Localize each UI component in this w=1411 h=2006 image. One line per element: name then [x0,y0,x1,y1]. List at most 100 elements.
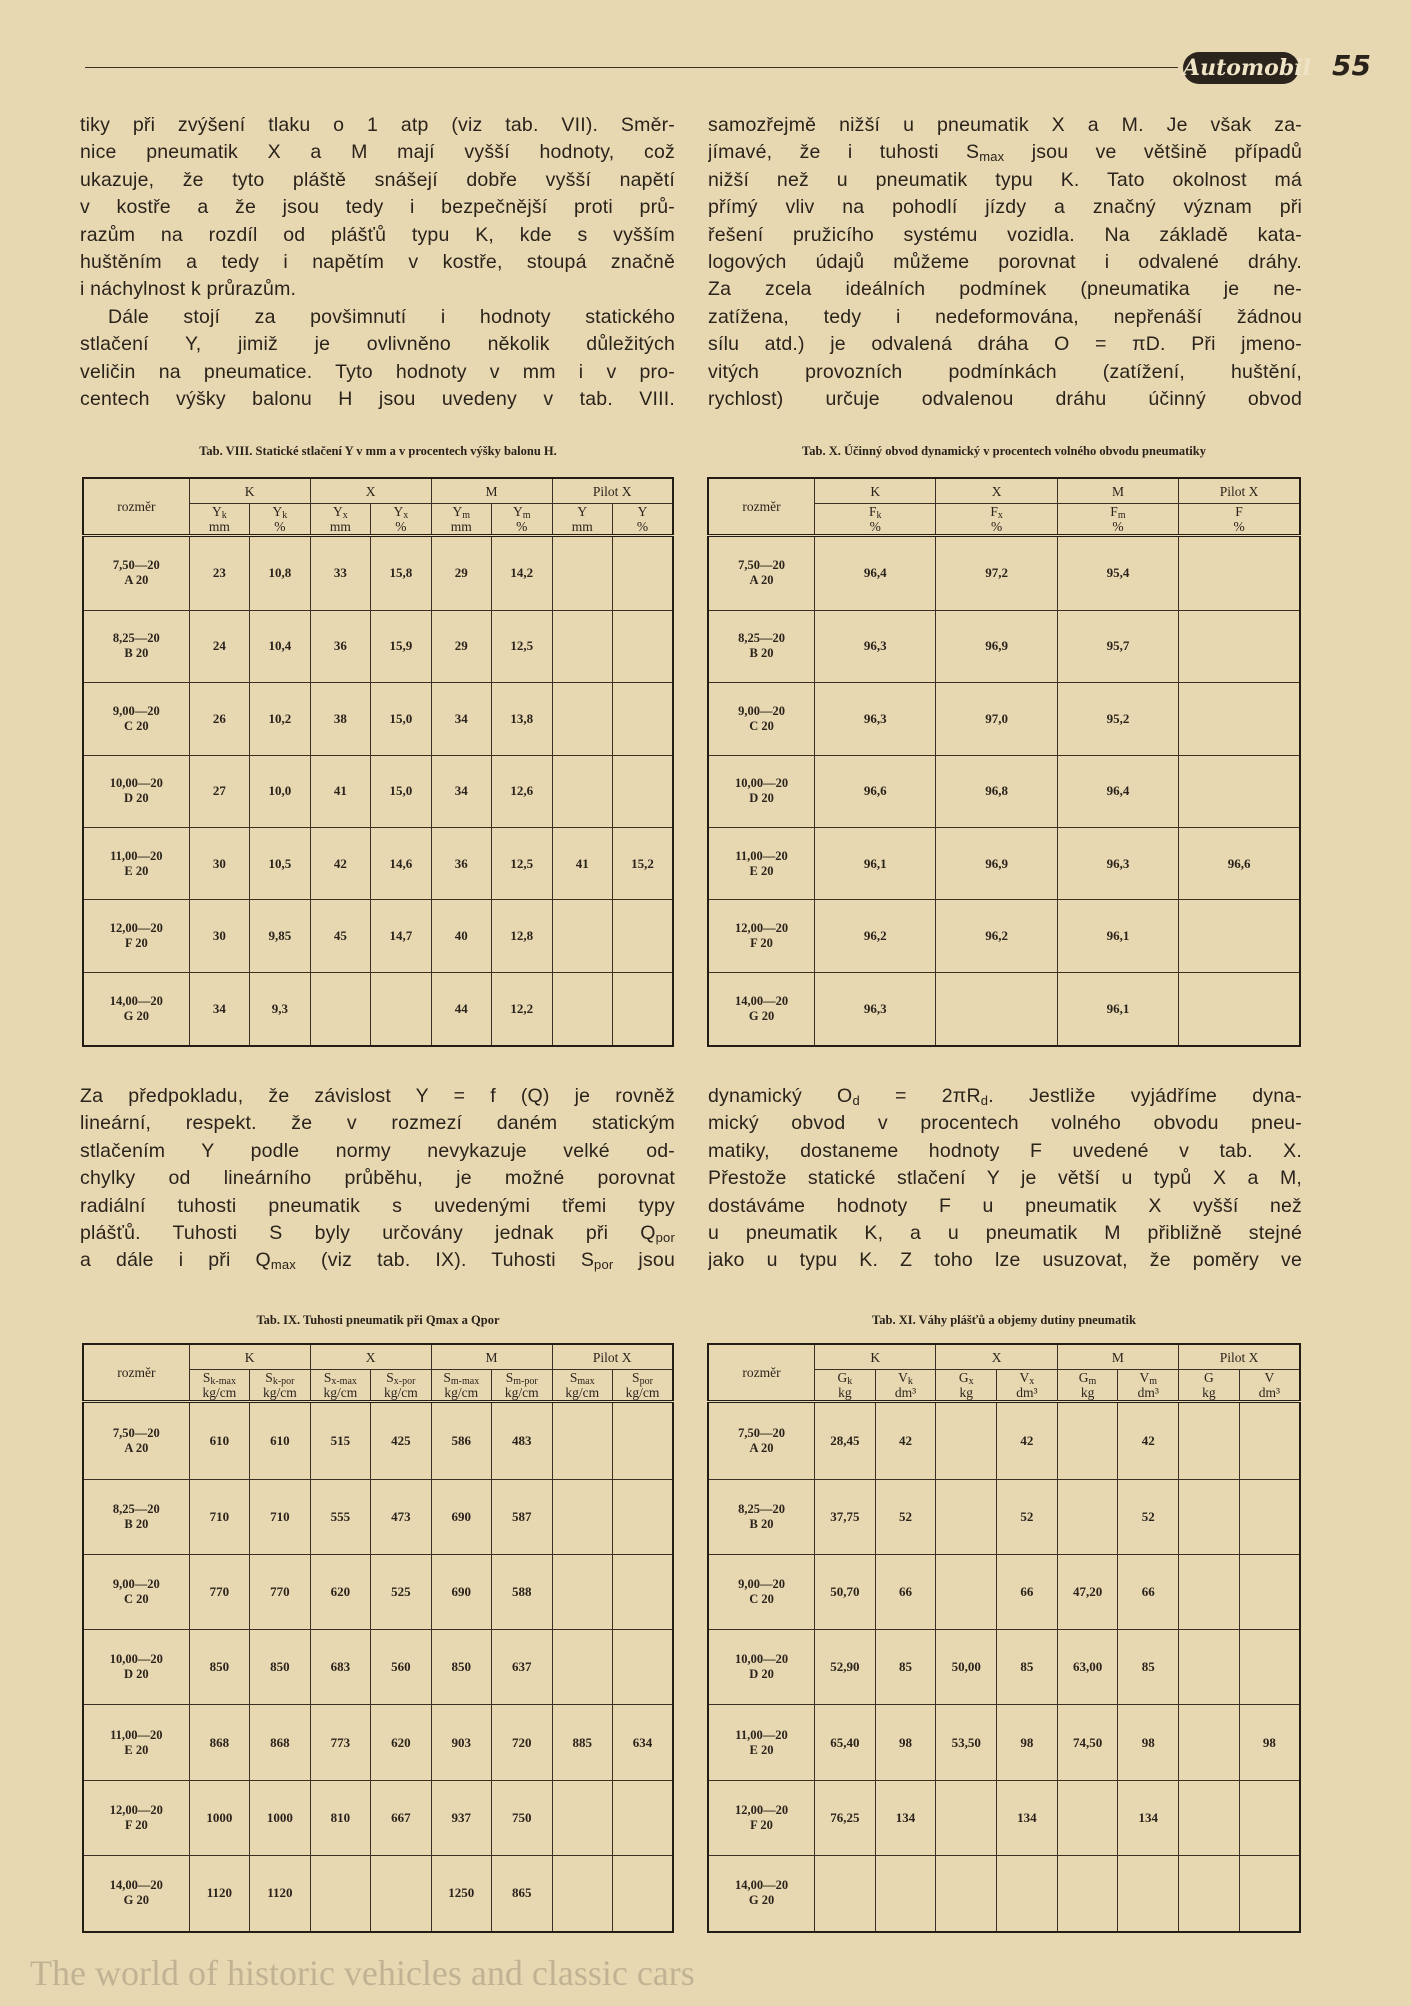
subscript: por [594,1257,614,1273]
unit: kg/cm [444,1385,479,1400]
data-row: 9,00—20 C 20 26 10,2 38 15,0 34 13,8 [82,682,674,756]
size-label: A 20 [124,573,149,588]
symbol: Y [272,504,283,519]
value-cell: 98 [1238,1704,1301,1781]
value-cell: 634 [611,1704,674,1781]
subscript: m [1117,510,1126,521]
size-label: 9,00—20 [738,1577,785,1592]
value-cell: 15,9 [370,609,432,684]
size-label: G 20 [748,1893,775,1908]
value-cell: 98 [874,1704,937,1781]
data-row: 7,50—20 A 20 28,45 42 42 42 [707,1401,1301,1480]
value-cell: 12,5 [491,609,553,684]
value-cell: 868 [188,1704,251,1781]
symbol: G [1204,1370,1214,1385]
size-label: E 20 [749,863,774,878]
text-line: přímý vliv na pohodlí jízdy a značný výz… [708,196,1302,219]
value-cell: 50,00 [935,1629,998,1706]
logo: Automobil [1183,52,1311,84]
value-cell: 134 [1117,1779,1180,1856]
text: . Jestliže vyjádříme dyna- [988,1085,1302,1107]
data-row: 11,00—20 E 20 30 10,5 42 14,6 36 12,5 41 15,2 [82,827,674,901]
value-cell: 12,8 [491,899,553,973]
group-header: M [430,477,553,504]
value-cell: 96,2 [935,899,1058,973]
column-header: Sx-por kg/cm [370,1369,432,1402]
value-cell: 96,9 [935,827,1058,901]
empty-cell [1056,1779,1119,1856]
value-cell: 885 [551,1704,613,1781]
subscript: k-max [210,1376,236,1387]
row-header: rozměr [707,1343,816,1402]
value-cell: 95,4 [1056,535,1180,611]
size-label: D 20 [124,1667,149,1682]
group-header: Pilot X [1178,1343,1301,1370]
column-header: Sk-por kg/cm [249,1369,311,1402]
unit: % [516,519,528,534]
size-label: 12,00—20 [109,1802,163,1817]
symbol: S [569,1370,578,1385]
value-cell: 96,6 [814,754,937,829]
text-line: samozřejmě nižší u pneumatik X a M. Je v… [708,114,1302,136]
value-cell: 96,3 [814,682,937,756]
table-head: rozměr K X M Pilot X Sk-max kg/cm Sk-por kg/cm Sx… [82,1343,674,1402]
header-row: Sk-max kg/cm Sk-por kg/cm Sx-max kg/cm Sx-por k… [83,1369,674,1402]
size-cell: 9,00—20 C 20 [82,1553,190,1631]
size-label: 8,25—20 [738,1501,785,1516]
symbol: S [386,1370,394,1385]
text-line: mický obvod v procentech volného obvodu … [708,1112,1302,1135]
empty-cell [1178,899,1301,973]
column-header: F% [1178,503,1301,536]
value-cell: 690 [430,1478,493,1555]
unit: kg/cm [504,1385,539,1400]
empty-cell [551,1854,613,1933]
value-cell: 15,8 [370,535,432,611]
data-row: 7,50—20 A 20 23 10,8 33 15,8 29 14,2 [82,535,674,611]
size-label: E 20 [749,1742,774,1757]
subscript: x [968,1376,974,1387]
text-block: dynamický Od = 2πRd. Jestliže vyjádříme … [708,1083,1302,1275]
subscript: m [1088,1376,1097,1387]
size-label: 14,00—20 [109,993,163,1008]
value-cell: 96,2 [814,899,937,973]
text: plášťů. Tuhosti S byly určovány jednak p… [80,1221,656,1244]
unit: kg [959,1385,973,1400]
data-row: 8,25—20 B 20 37,75 52 52 52 [707,1478,1301,1555]
symbol: Y [332,504,343,519]
column-header: Ym% [491,503,553,536]
empty-cell [611,1553,674,1631]
group-header: M [1056,477,1180,504]
size-label: 10,00—20 [109,776,163,791]
empty-cell [551,899,613,973]
symbol: F [1110,504,1118,519]
empty-cell [935,1779,998,1856]
column-header: Yk% [249,503,311,536]
size-label: B 20 [124,646,149,661]
value-cell: 770 [188,1553,251,1631]
size-label: E 20 [124,1742,149,1757]
value-cell: 588 [491,1553,553,1631]
size-label: A 20 [124,1440,149,1455]
text-line: jímavé, že i tuhosti Smax jsou ve většin… [708,139,1302,166]
value-cell: 29 [430,535,493,611]
subscript: m-por [513,1376,538,1387]
size-label: 10,00—20 [734,1652,789,1667]
unit: mm [450,519,472,534]
size-cell: 10,00—20 D 20 [82,754,190,829]
value-cell: 66 [1117,1553,1180,1631]
table-body: 7,50—20 A 20 23 10,8 33 15,8 29 14,2 8,25—20 B 20… [82,535,674,1047]
size-label: 12,00—20 [109,921,163,936]
size-cell: 12,00—20 F 20 [707,1779,816,1856]
text-line: u pneumatik K, a u pneumatik M přibližně… [708,1221,1302,1244]
text-line: sílu atd.) je odvalená dráha O = πD. Při… [708,333,1302,356]
unit: kg/cm [202,1385,237,1400]
unit: % [274,519,286,534]
value-cell: 96,9 [935,609,1058,684]
value-cell: 36 [309,609,372,684]
value-cell: 560 [370,1629,432,1706]
text: a dále i při Q [80,1249,271,1272]
empty-cell [1238,1854,1301,1933]
symbol: S [505,1370,514,1385]
